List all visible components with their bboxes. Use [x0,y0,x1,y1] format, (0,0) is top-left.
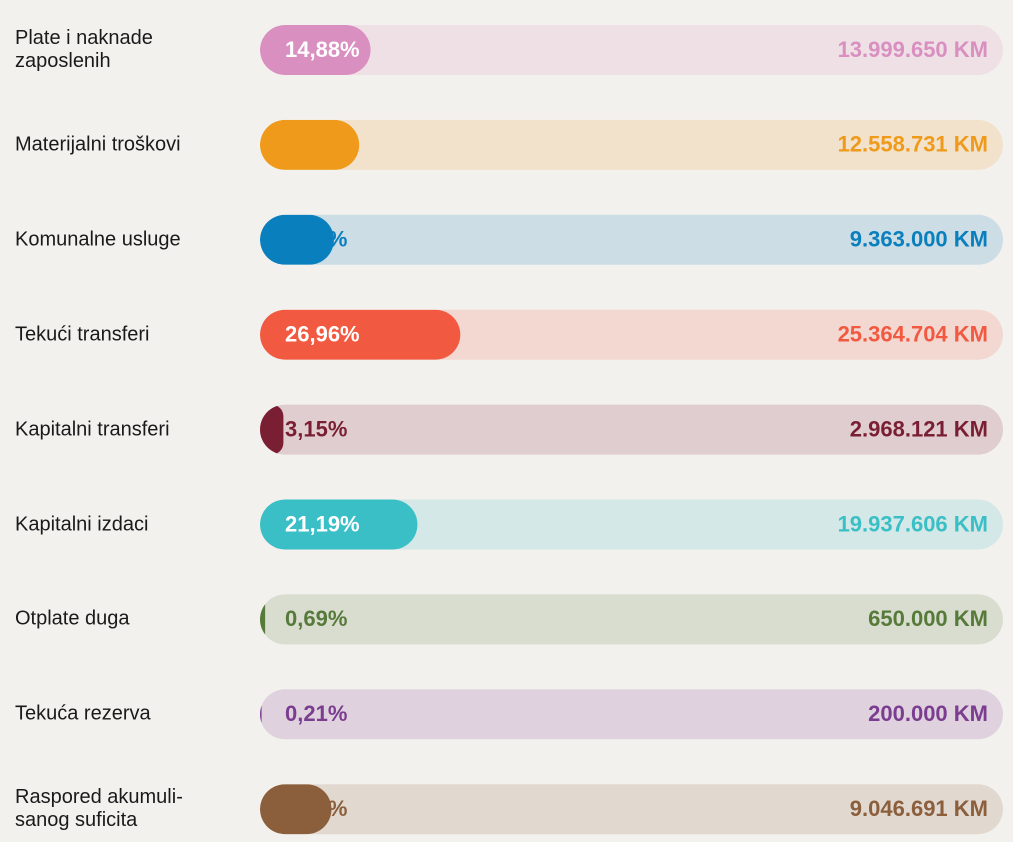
category-label: Materijalni troškovi [15,133,181,156]
bar-track [260,689,1003,740]
amount-label: 650.000 KM [868,606,988,631]
percent-label: 3,15% [285,416,347,441]
amount-label: 13.999.650 KM [838,37,988,62]
bar-track [260,594,1003,645]
bar [260,25,371,75]
amount-label: 200.000 KM [868,701,988,726]
bar-track [260,404,1003,455]
amount-label: 9.363.000 KM [850,227,988,252]
bar [260,594,266,645]
bar-track [260,119,1003,170]
category-label: Tekući transferi [15,323,150,346]
category-label: Raspored akumuli- sanog suficita [15,786,183,832]
amount-label: 12.558.731 KM [838,132,988,157]
bar [260,689,262,740]
category-label: Otplate duga [15,607,130,630]
bar [260,214,334,265]
percent-label: 14,88% [285,37,360,62]
category-label: Tekuća rezerva [15,702,151,725]
percent-label: 9,95% [285,227,347,252]
bar [260,309,461,360]
bar [260,499,418,550]
bar [260,119,360,170]
amount-label: 2.968.121 KM [850,416,988,441]
category-label: Komunalne usluge [15,228,181,251]
percent-label: 9,62% [285,796,347,821]
bar-track [260,25,1003,75]
bar [260,404,284,455]
bar-track [260,784,1003,835]
bar-track [260,499,1003,550]
percent-label: 26,96% [285,322,360,347]
category-label: Plate i naknade zaposlenih [15,27,153,72]
amount-label: 19.937.606 KM [838,511,988,536]
bar-track [260,214,1003,265]
percent-label: 13,35% [285,132,360,157]
amount-label: 25.364.704 KM [838,322,988,347]
percent-label: 21,19% [285,511,360,536]
percent-label: 0,21% [285,701,347,726]
amount-label: 9.046.691 KM [850,796,988,821]
percent-label: 0,69% [285,606,347,631]
category-label: Kapitalni transferi [15,418,170,441]
bar [260,784,332,835]
category-label: Kapitalni izdaci [15,513,149,535]
